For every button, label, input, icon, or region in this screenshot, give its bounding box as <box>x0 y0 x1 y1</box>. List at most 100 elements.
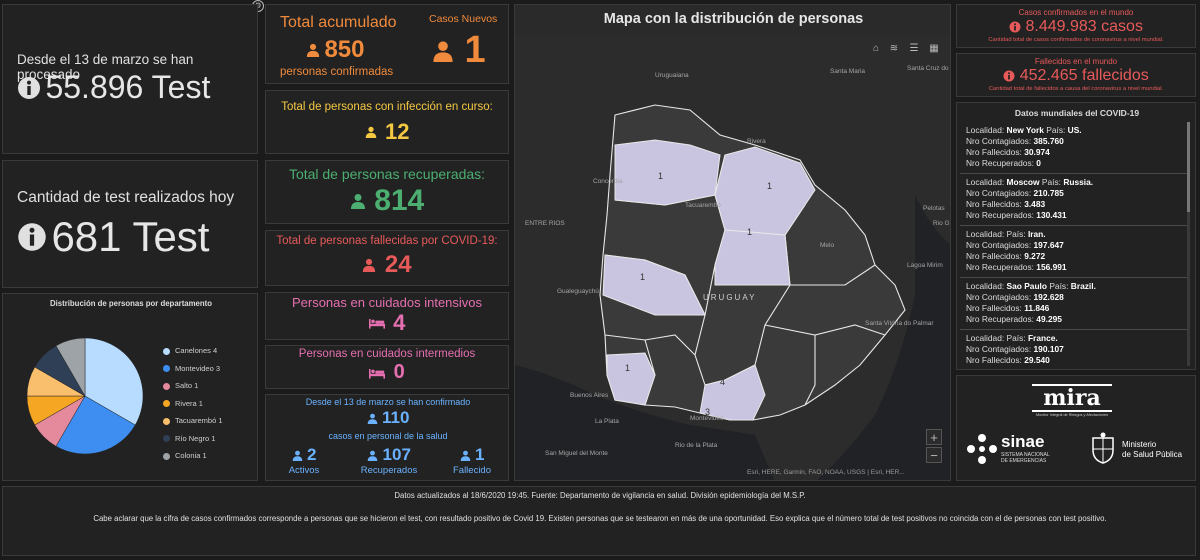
pie-slice-canelones[interactable] <box>84 337 144 426</box>
footer-updated: Datos actualizados al 18/6/2020 19:45. F… <box>394 491 806 500</box>
map-region-count[interactable]: 3 <box>705 407 710 417</box>
highlighted-departments[interactable] <box>602 139 816 421</box>
pie-chart[interactable] <box>3 294 259 482</box>
world-data-line: Nro Contagiados: 385.760 <box>966 136 1064 146</box>
pie-legend-item[interactable]: Colonia 1 <box>163 451 207 460</box>
map-region-count[interactable]: 1 <box>640 272 645 282</box>
legend-swatch <box>163 347 170 355</box>
world-data-line: Localidad: País: Iran. <box>966 229 1046 239</box>
map-panel: Mapa con la distribución de personas <box>514 4 951 481</box>
pie-slice-colonia[interactable] <box>55 337 86 397</box>
legend-label: Montevideo 3 <box>175 363 221 373</box>
new-cases-title: Casos Nuevos <box>429 13 498 25</box>
person-icon <box>350 194 365 209</box>
pie-legend-item[interactable]: Montevideo 3 <box>163 364 220 373</box>
sinae-logo-sub1: SISTEMA NACIONAL <box>1001 452 1050 458</box>
world-deaths-panel: Fallecidos en el mundo 452.465 fallecido… <box>956 53 1196 97</box>
mira-logo: mira <box>1043 385 1101 411</box>
tests-total-value: 55.896 Test <box>45 69 211 105</box>
world-data-line: Localidad: País: France. <box>966 333 1058 343</box>
map-zoom-out-button[interactable]: − <box>926 447 942 463</box>
footer-panel: Datos actualizados al 18/6/2020 19:45. F… <box>2 486 1196 556</box>
world-deaths-sub: Cantidad total de fallecidos a causa del… <box>988 86 1164 93</box>
world-cases-title: Casos confirmados en el mundo <box>1018 8 1134 17</box>
legend-swatch <box>163 365 170 373</box>
health-staff-line2: casos en personal de la salud <box>328 431 448 441</box>
person-icon <box>367 413 377 424</box>
map-layers-icon[interactable]: ≋ <box>889 43 899 54</box>
intermediate-value: 0 <box>393 361 405 383</box>
world-data-line: Nro Fallecidos: 30.974 <box>966 147 1050 157</box>
info-icon <box>1003 70 1015 82</box>
world-data-line: Nro Fallecidos: 3.483 <box>966 199 1046 209</box>
legend-swatch <box>163 417 170 425</box>
map-place-label: Santa Maria <box>830 68 865 75</box>
world-data-entry[interactable]: Localidad: Sao Paulo País: Brazil. Nro Co… <box>960 278 1188 330</box>
legend-label: Salto 1 <box>175 381 199 390</box>
world-data-list[interactable]: Localidad: New York País: US. Nro Contagi… <box>960 122 1188 366</box>
logos-panel: mira Monitor Integral de Riesgos y Afect… <box>956 375 1196 481</box>
pie-chart-title: Distribución de personas por departament… <box>49 299 213 308</box>
map-list-icon[interactable]: ☰ <box>909 43 919 54</box>
world-data-line: Localidad: New York País: US. <box>966 125 1082 135</box>
world-data-line: Nro Recuperados: 49.295 <box>966 314 1062 324</box>
total-accumulated-value: 850 <box>324 36 365 63</box>
map-place-label: Rio Grande <box>933 220 951 227</box>
map-title: Mapa con la distribución de personas <box>603 11 864 27</box>
map-region-count[interactable]: 1 <box>747 227 752 237</box>
deceased-panel: Total de personas fallecidas por COVID-1… <box>265 230 509 286</box>
map-region-count[interactable]: 1 <box>658 171 663 181</box>
sinae-logo-sub2: DE EMERGENCIAS <box>1001 458 1047 464</box>
total-accumulated-title: Total acumulado <box>280 14 397 31</box>
pie-legend-item[interactable]: Canelones 4 <box>163 346 217 355</box>
world-data-line: Nro Contagiados: 190.107 <box>966 344 1064 354</box>
map-place-label: Buenos Aires <box>570 392 609 399</box>
map-canvas[interactable]: URUGUAY Uruguaiana Santa Maria Santa Cruz … <box>515 35 951 481</box>
world-data-entry[interactable]: Localidad: País: France. Nro Contagiados:… <box>960 330 1188 366</box>
pie-legend-item[interactable]: Rivera 1 <box>163 399 203 408</box>
legend-label: Tacuarembó 1 <box>175 416 223 425</box>
new-cases-value: 1 <box>464 29 486 71</box>
map-place-label: Pelotas <box>923 205 945 212</box>
info-icon <box>18 76 40 99</box>
world-data-line: Nro Contagiados: 197.647 <box>966 240 1064 250</box>
world-cases-value: 8.449.983 casos <box>1025 18 1143 35</box>
map-region-counts: 1 1 1 1 1 4 3 <box>625 171 772 417</box>
map-basemap-icon[interactable]: ▦ <box>929 43 939 54</box>
map-region-count[interactable]: 1 <box>625 363 630 373</box>
map-place-label: Tacuarembó <box>685 202 721 209</box>
map-country-label: URUGUAY <box>703 293 756 302</box>
intermediate-panel: Personas en cuidados intermedios 0 <box>265 345 509 389</box>
tests-today-panel: Cantidad de test realizados hoy 681 Test <box>2 160 258 288</box>
sinae-logo-text: sinae <box>1001 432 1045 451</box>
pie-slice-montevideo[interactable] <box>55 395 136 455</box>
tests-today-caption: Cantidad de test realizados hoy <box>17 189 235 206</box>
tests-today-value: 681 Test <box>51 213 210 260</box>
health-staff-value: 110 <box>382 408 410 427</box>
world-data-panel: Datos mundiales del COVID-19 <box>956 102 1196 370</box>
world-data-entry[interactable]: Localidad: New York País: US. Nro Contagi… <box>960 122 1188 174</box>
world-data-scrollbar[interactable] <box>1187 122 1190 366</box>
map-place-label: San Miguel del Monte <box>545 450 608 457</box>
legend-label: Canelones 4 <box>175 346 218 355</box>
map-region-count[interactable]: 4 <box>720 377 725 387</box>
pie-legend-item[interactable]: Río Negro 1 <box>163 434 215 443</box>
map-home-icon[interactable]: ⌂ <box>872 43 880 54</box>
map-place-labels: Uruguaiana Santa Maria Santa Cruz do Sul EN… <box>525 65 951 457</box>
legend-swatch <box>163 452 170 460</box>
health-active-label: Activos <box>288 465 320 476</box>
world-data-entry[interactable]: Localidad: Moscow País: Russia. Nro Conta… <box>960 174 1188 226</box>
world-data-entry[interactable]: Localidad: País: Iran. Nro Contagiados: 1… <box>960 226 1188 278</box>
icu-title: Personas en cuidados intensivos <box>291 295 483 310</box>
pie-legend-item[interactable]: Tacuarembó 1 <box>163 416 223 425</box>
world-data-line: Nro Fallecidos: 9.272 <box>966 251 1046 261</box>
person-icon <box>292 450 302 461</box>
recovered-panel: Total de personas recuperadas: 814 <box>265 160 509 224</box>
map-place-label: Concordia <box>593 178 623 185</box>
world-data-line: Nro Contagiados: 192.628 <box>966 292 1064 302</box>
world-data-line: Nro Recuperados: 156.991 <box>966 262 1067 272</box>
pie-legend-item[interactable]: Salto 1 <box>163 381 198 390</box>
info-icon <box>18 223 46 251</box>
map-zoom-in-button[interactable]: + <box>926 429 942 445</box>
map-region-count[interactable]: 1 <box>767 181 772 191</box>
